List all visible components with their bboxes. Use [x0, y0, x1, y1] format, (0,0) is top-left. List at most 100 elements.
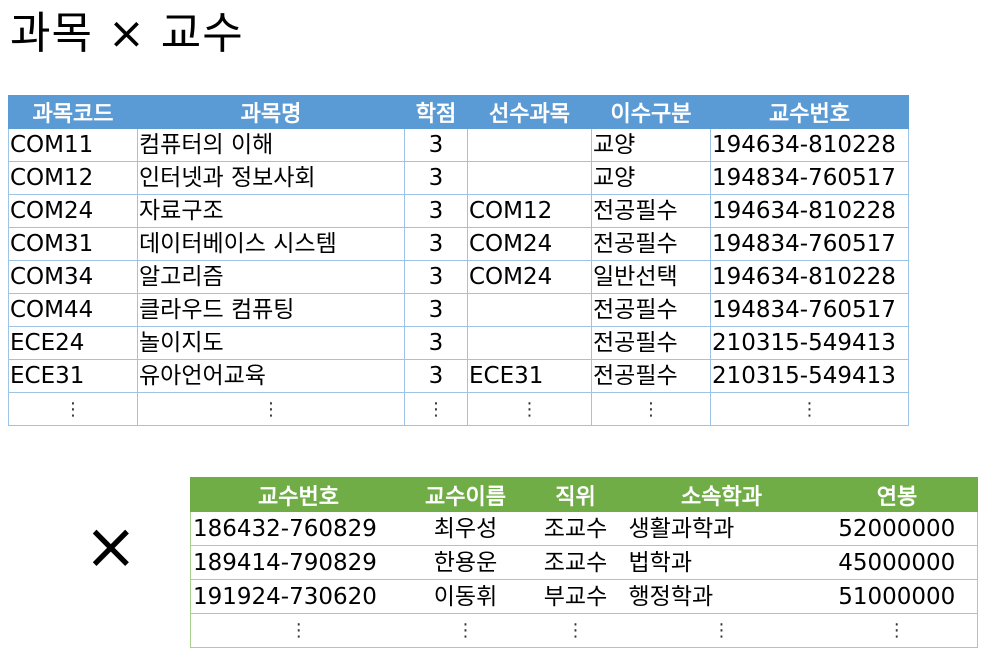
cell-course-code: COM24	[8, 194, 138, 228]
cell-course-code: ECE24	[8, 326, 138, 360]
cell-course-code: COM44	[8, 293, 138, 327]
cell-prerequisite	[467, 161, 592, 195]
cell-professor-id: 194634-810228	[710, 194, 909, 228]
cell-course-code: ECE31	[8, 359, 138, 393]
table-row: 186432-760829 최우성 조교수 생활과학과 52000000	[190, 511, 978, 546]
cell-professor-id: 194834-760517	[710, 293, 909, 327]
table-row: ECE31 유아언어교육 3 ECE31 전공필수 210315-549413	[8, 359, 909, 393]
header-salary: 연봉	[816, 477, 978, 512]
header-position: 직위	[524, 477, 627, 512]
ellipsis-mark: ⋮	[406, 613, 525, 648]
ellipsis-mark: ⋮	[404, 392, 468, 426]
cell-professor-id: 191924-730620	[190, 579, 407, 614]
cell-prerequisite	[467, 293, 592, 327]
ellipsis-mark: ⋮	[626, 613, 817, 648]
cell-course-name: 컴퓨터의 이해	[137, 128, 405, 162]
cell-salary: 51000000	[816, 579, 978, 614]
ellipsis-mark: ⋮	[591, 392, 711, 426]
cell-course-code: COM11	[8, 128, 138, 162]
cell-prerequisite: ECE31	[467, 359, 592, 393]
cell-course-type: 전공필수	[591, 194, 711, 228]
ellipsis-mark: ⋮	[190, 613, 407, 648]
ellipsis-mark: ⋮	[816, 613, 978, 648]
table-row: COM11 컴퓨터의 이해 3 교양 194634-810228	[8, 128, 909, 162]
table-row: ECE24 놀이지도 3 전공필수 210315-549413	[8, 326, 909, 360]
ellipsis-mark: ⋮	[137, 392, 405, 426]
cell-course-type: 전공필수	[591, 326, 711, 360]
cell-professor-name: 최우성	[406, 511, 525, 546]
cell-course-type: 전공필수	[591, 293, 711, 327]
cell-department: 법학과	[626, 545, 817, 580]
cell-credit: 3	[404, 194, 468, 228]
table-row: 191924-730620 이동휘 부교수 행정학과 51000000	[190, 579, 978, 614]
cell-salary: 45000000	[816, 545, 978, 580]
table-row: COM24 자료구조 3 COM12 전공필수 194634-810228	[8, 194, 909, 228]
cell-professor-id: 186432-760829	[190, 511, 407, 546]
cell-course-type: 일반선택	[591, 260, 711, 294]
courses-table: 과목코드 과목명 학점 선수과목 이수구분 교수번호 COM11 컴퓨터의 이해…	[8, 95, 909, 426]
cell-credit: 3	[404, 293, 468, 327]
professors-table: 교수번호 교수이름 직위 소속학과 연봉 186432-760829 최우성 조…	[190, 477, 978, 648]
cell-course-code: COM34	[8, 260, 138, 294]
cell-position: 부교수	[524, 579, 627, 614]
cell-course-name: 클라우드 컴퓨팅	[137, 293, 405, 327]
cell-course-name: 놀이지도	[137, 326, 405, 360]
cell-course-type: 교양	[591, 161, 711, 195]
header-course-name: 과목명	[137, 95, 405, 129]
ellipsis-mark: ⋮	[524, 613, 627, 648]
ellipsis-row: ⋮ ⋮ ⋮ ⋮ ⋮	[190, 613, 978, 648]
cell-course-name: 데이터베이스 시스템	[137, 227, 405, 261]
header-department: 소속학과	[626, 477, 817, 512]
cell-prerequisite: COM12	[467, 194, 592, 228]
cell-position: 조교수	[524, 545, 627, 580]
cell-position: 조교수	[524, 511, 627, 546]
cell-credit: 3	[404, 227, 468, 261]
cell-prerequisite: COM24	[467, 260, 592, 294]
header-credit: 학점	[404, 95, 468, 129]
cell-course-name: 알고리즘	[137, 260, 405, 294]
ellipsis-mark: ⋮	[8, 392, 138, 426]
table-row: COM31 데이터베이스 시스템 3 COM24 전공필수 194834-760…	[8, 227, 909, 261]
cell-prerequisite	[467, 326, 592, 360]
cell-professor-id: 210315-549413	[710, 326, 909, 360]
cell-course-name: 인터넷과 정보사회	[137, 161, 405, 195]
courses-header-row: 과목코드 과목명 학점 선수과목 이수구분 교수번호	[8, 95, 909, 129]
cell-course-code: COM12	[8, 161, 138, 195]
ellipsis-row: ⋮ ⋮ ⋮ ⋮ ⋮ ⋮	[8, 392, 909, 426]
cell-credit: 3	[404, 128, 468, 162]
header-course-code: 과목코드	[8, 95, 138, 129]
cell-professor-id: 189414-790829	[190, 545, 407, 580]
header-course-type: 이수구분	[591, 95, 711, 129]
header-professor-id: 교수번호	[190, 477, 407, 512]
cell-salary: 52000000	[816, 511, 978, 546]
ellipsis-mark: ⋮	[710, 392, 909, 426]
cell-course-type: 전공필수	[591, 227, 711, 261]
cell-professor-id: 194834-760517	[710, 161, 909, 195]
ellipsis-mark: ⋮	[467, 392, 592, 426]
cell-professor-name: 한용운	[406, 545, 525, 580]
header-professor-id: 교수번호	[710, 95, 909, 129]
cell-department: 행정학과	[626, 579, 817, 614]
cell-course-code: COM31	[8, 227, 138, 261]
cell-credit: 3	[404, 161, 468, 195]
cell-credit: 3	[404, 359, 468, 393]
cell-course-name: 자료구조	[137, 194, 405, 228]
cell-course-name: 유아언어교육	[137, 359, 405, 393]
cell-course-type: 교양	[591, 128, 711, 162]
professors-header-row: 교수번호 교수이름 직위 소속학과 연봉	[190, 477, 978, 512]
cell-prerequisite: COM24	[467, 227, 592, 261]
cell-professor-id: 194834-760517	[710, 227, 909, 261]
page-title: 과목 × 교수	[10, 8, 244, 59]
table-row: 189414-790829 한용운 조교수 법학과 45000000	[190, 545, 978, 580]
table-row: COM44 클라우드 컴퓨팅 3 전공필수 194834-760517	[8, 293, 909, 327]
cell-credit: 3	[404, 260, 468, 294]
cell-professor-id: 194634-810228	[710, 128, 909, 162]
table-row: COM12 인터넷과 정보사회 3 교양 194834-760517	[8, 161, 909, 195]
cell-course-type: 전공필수	[591, 359, 711, 393]
cartesian-product-symbol: ×	[84, 510, 138, 584]
cell-professor-name: 이동휘	[406, 579, 525, 614]
cell-prerequisite	[467, 128, 592, 162]
cell-department: 생활과학과	[626, 511, 817, 546]
table-row: COM34 알고리즘 3 COM24 일반선택 194634-810228	[8, 260, 909, 294]
cell-professor-id: 194634-810228	[710, 260, 909, 294]
